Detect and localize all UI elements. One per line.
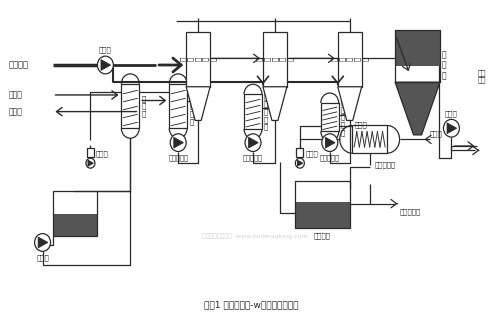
Polygon shape <box>248 137 258 148</box>
Circle shape <box>86 158 95 168</box>
Polygon shape <box>395 82 440 135</box>
Text: 蒸发循环泵: 蒸发循环泵 <box>320 155 340 162</box>
Bar <box>296 148 303 157</box>
Text: 一
效
闪
蒸
器: 一 效 闪 蒸 器 <box>180 57 217 61</box>
Text: 下道
工序: 下道 工序 <box>477 69 486 83</box>
Polygon shape <box>338 87 362 120</box>
Bar <box>52 192 98 236</box>
Text: 二
效
闪
蒸
器: 二 效 闪 蒸 器 <box>257 57 293 61</box>
Text: 热烟气: 热烟气 <box>9 107 23 116</box>
Text: 增
稠
器: 增 稠 器 <box>442 50 446 80</box>
Text: 三
效
加
热
器: 三 效 加 热 器 <box>341 99 345 136</box>
Bar <box>338 32 362 87</box>
Circle shape <box>170 134 186 151</box>
Bar <box>295 182 350 228</box>
Bar <box>186 32 210 87</box>
Text: 排泥泵: 排泥泵 <box>445 110 458 117</box>
Text: 脱硫废水: 脱硫废水 <box>9 60 29 69</box>
Text: 一
效
加
热
器: 一 效 加 热 器 <box>189 88 194 125</box>
Polygon shape <box>325 137 335 148</box>
Bar <box>121 84 139 128</box>
Polygon shape <box>88 160 94 166</box>
Polygon shape <box>186 87 210 120</box>
Text: 冷却水回水: 冷却水回水 <box>375 162 396 168</box>
Bar <box>169 84 187 128</box>
Text: 中国锅炉水处理网  www.boileraqking.com: 中国锅炉水处理网 www.boileraqking.com <box>202 233 308 239</box>
Text: （图1 除灰、脱硫-w废水处理系统）: （图1 除灰、脱硫-w废水处理系统） <box>204 300 298 309</box>
Bar <box>52 214 98 236</box>
Text: 凝结水箱: 凝结水箱 <box>314 233 331 239</box>
Text: 蒸发循环泵: 蒸发循环泵 <box>168 155 188 162</box>
Text: 蒸发循环泵: 蒸发循环泵 <box>243 155 263 162</box>
Bar <box>395 29 440 67</box>
Circle shape <box>35 234 51 251</box>
Circle shape <box>295 158 304 168</box>
Polygon shape <box>447 123 457 133</box>
Circle shape <box>444 120 459 137</box>
Text: 给料泵: 给料泵 <box>99 46 112 53</box>
Bar <box>87 148 94 157</box>
Bar <box>295 203 350 228</box>
Text: 换热器: 换热器 <box>355 121 368 128</box>
Circle shape <box>245 134 261 151</box>
Text: 真空泵: 真空泵 <box>96 151 109 157</box>
Bar <box>395 29 440 82</box>
Polygon shape <box>101 60 111 70</box>
Text: 真空泵: 真空泵 <box>305 151 318 157</box>
Text: 循环泵: 循环泵 <box>36 255 49 261</box>
Polygon shape <box>297 160 303 166</box>
Text: 换
热
器: 换 热 器 <box>141 95 146 117</box>
Text: 冷却水: 冷却水 <box>430 130 442 137</box>
Bar <box>244 94 262 129</box>
Circle shape <box>98 56 113 74</box>
Bar <box>321 103 339 131</box>
Text: 三
效
闪
蒸
器: 三 效 闪 蒸 器 <box>331 57 368 61</box>
Polygon shape <box>263 87 287 120</box>
Text: 二
效
加
热
器: 二 效 加 热 器 <box>264 93 268 130</box>
Circle shape <box>322 134 338 151</box>
Bar <box>352 125 387 153</box>
Bar <box>263 32 287 87</box>
Text: 凝结水回用: 凝结水回用 <box>399 208 421 215</box>
Polygon shape <box>174 137 184 148</box>
Polygon shape <box>38 237 48 248</box>
Text: 热烟气: 热烟气 <box>9 90 23 99</box>
